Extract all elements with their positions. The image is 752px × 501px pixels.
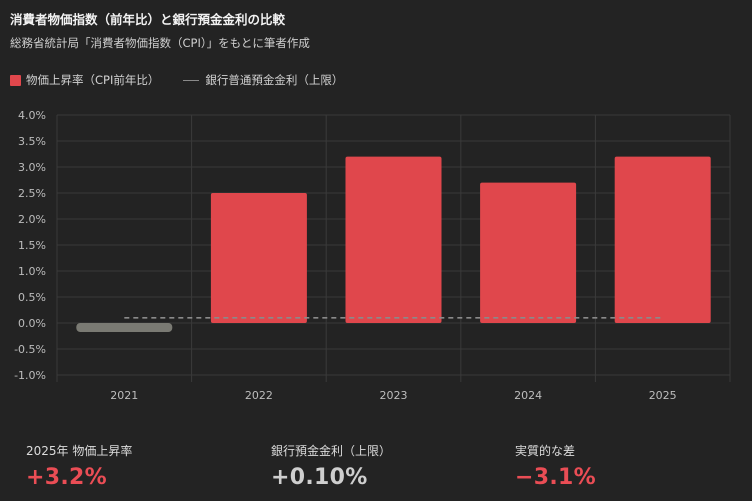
x-tick-label: 2023 (380, 389, 408, 402)
bar-2021 (76, 323, 173, 332)
stat-gap-label: 実質的な差 (515, 444, 576, 458)
y-tick-label: 1.0% (18, 265, 46, 278)
bar-2023 (345, 156, 442, 323)
x-tick-label: 2025 (649, 389, 677, 402)
legend-bar-swatch (10, 74, 21, 86)
y-tick-label: 3.5% (18, 135, 46, 148)
bar-2022 (210, 193, 307, 323)
bar-2024 (480, 182, 577, 323)
stat-deposit-value: +0.10% (271, 465, 368, 490)
stat-cpi-label: 2025年 物価上昇率 (26, 444, 133, 458)
y-tick-label: 2.5% (18, 187, 46, 200)
y-tick-label: 0.0% (18, 317, 46, 330)
legend-line-swatch (183, 79, 200, 81)
x-tick-label: 2021 (110, 389, 138, 402)
chart-title: 消費者物価指数（前年比）と銀行預金金利の比較 (10, 12, 286, 27)
y-tick-label: 4.0% (18, 109, 46, 122)
stat-gap-value: −3.1% (515, 465, 596, 490)
x-tick-label: 2022 (245, 389, 273, 402)
y-tick-label: 2.0% (18, 213, 46, 226)
stat-deposit-label: 銀行預金金利（上限） (271, 444, 392, 458)
y-tick-label: 1.5% (18, 239, 46, 252)
y-tick-label: -1.0% (14, 369, 46, 382)
bar-chart: -1.0% -0.5% 0.0% 0.5% 1.0% 1.5% 2.0% 2.5% 3.0% 3.… (14, 109, 731, 402)
chart-subtitle: 総務省統計局「消費者物価指数（CPI）」をもとに筆者作成 (10, 36, 310, 50)
stat-deposit-rate: 銀行預金金利（上限） +0.10% (271, 442, 391, 490)
stat-cpi-2025: 2025年 物価上昇率 +3.2% (26, 442, 132, 490)
y-tick-label: 3.0% (18, 161, 46, 174)
chart-legend: 物価上昇率（CPI前年比） 銀行普通預金金利（上限） (10, 72, 343, 88)
stat-cpi-value: +3.2% (26, 465, 107, 490)
y-tick-label: 0.5% (18, 291, 46, 304)
stat-real-gap: 実質的な差 −3.1% (515, 442, 596, 490)
bar-2025 (614, 156, 711, 323)
legend-bar-label: 物価上昇率（CPI前年比） (26, 73, 160, 87)
y-tick-label: -0.5% (14, 343, 46, 356)
legend-line-label: 銀行普通預金金利（上限） (205, 73, 344, 87)
x-tick-label: 2024 (514, 389, 542, 402)
